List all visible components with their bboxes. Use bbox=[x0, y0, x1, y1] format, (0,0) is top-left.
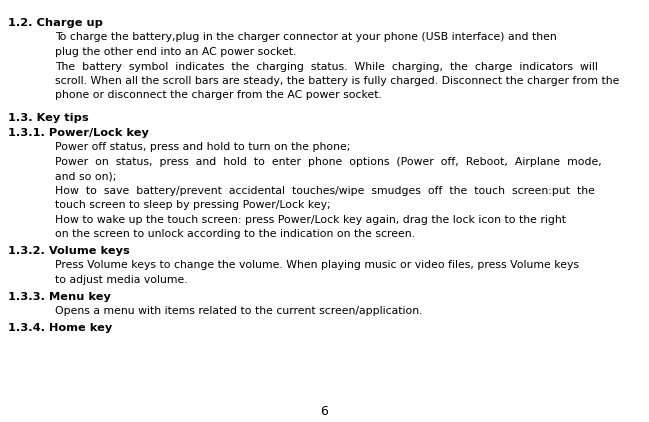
Text: phone or disconnect the charger from the AC power socket.: phone or disconnect the charger from the… bbox=[55, 90, 382, 100]
Text: to adjust media volume.: to adjust media volume. bbox=[55, 275, 188, 285]
Text: 1.3.2. Volume keys: 1.3.2. Volume keys bbox=[8, 246, 130, 256]
Text: 6: 6 bbox=[321, 405, 328, 418]
Text: Power off status, press and hold to turn on the phone;: Power off status, press and hold to turn… bbox=[55, 142, 350, 152]
Text: 1.3. Key tips: 1.3. Key tips bbox=[8, 113, 89, 123]
Text: The  battery  symbol  indicates  the  charging  status.  While  charging,  the  : The battery symbol indicates the chargin… bbox=[55, 62, 598, 71]
Text: How to wake up the touch screen: press Power/Lock key again, drag the lock icon : How to wake up the touch screen: press P… bbox=[55, 214, 566, 225]
Text: on the screen to unlock according to the indication on the screen.: on the screen to unlock according to the… bbox=[55, 229, 415, 239]
Text: How  to  save  battery/prevent  accidental  touches/wipe  smudges  off  the  tou: How to save battery/prevent accidental t… bbox=[55, 186, 595, 195]
Text: and so on);: and so on); bbox=[55, 171, 116, 181]
Text: 1.3.4. Home key: 1.3.4. Home key bbox=[8, 323, 112, 333]
Text: scroll. When all the scroll bars are steady, the battery is fully charged. Disco: scroll. When all the scroll bars are ste… bbox=[55, 76, 619, 86]
Text: touch screen to sleep by pressing Power/Lock key;: touch screen to sleep by pressing Power/… bbox=[55, 200, 330, 210]
Text: 1.3.1. Power/Lock key: 1.3.1. Power/Lock key bbox=[8, 127, 149, 138]
Text: plug the other end into an AC power socket.: plug the other end into an AC power sock… bbox=[55, 47, 297, 57]
Text: To charge the battery,plug in the charger connector at your phone (USB interface: To charge the battery,plug in the charge… bbox=[55, 32, 557, 43]
Text: 1.3.3. Menu key: 1.3.3. Menu key bbox=[8, 292, 111, 302]
Text: Power  on  status,  press  and  hold  to  enter  phone  options  (Power  off,  R: Power on status, press and hold to enter… bbox=[55, 157, 602, 167]
Text: Opens a menu with items related to the current screen/application.: Opens a menu with items related to the c… bbox=[55, 306, 422, 316]
Text: Press Volume keys to change the volume. When playing music or video files, press: Press Volume keys to change the volume. … bbox=[55, 260, 579, 271]
Text: 1.2. Charge up: 1.2. Charge up bbox=[8, 18, 103, 28]
